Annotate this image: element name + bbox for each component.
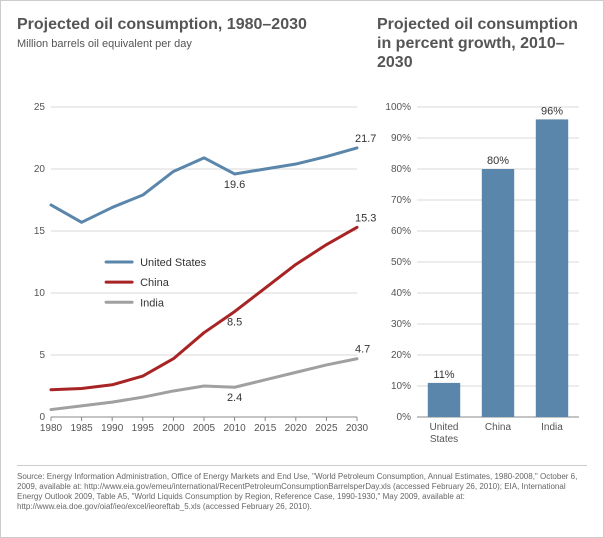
series-callout: 4.7 — [355, 343, 370, 355]
legend-label: India — [140, 297, 165, 309]
left-xtick-label: 1990 — [101, 423, 124, 434]
series-callout: 15.3 — [355, 212, 376, 224]
left-ytick-label: 5 — [39, 350, 45, 361]
series-line-china — [51, 227, 357, 389]
bar-china — [482, 169, 514, 417]
right-ytick-label: 60% — [391, 226, 411, 237]
right-ytick-label: 50% — [391, 257, 411, 268]
right-title-block: Projected oil consumption in percent gro… — [377, 15, 587, 73]
charts-area: 0510152025198019851990199520002005201020… — [17, 79, 587, 459]
series-callout: 2.4 — [227, 392, 242, 404]
bar-category-label: India — [541, 422, 563, 433]
series-callout: 8.5 — [227, 316, 242, 328]
bar-category-label: China — [485, 422, 512, 433]
bar-value-label: 96% — [541, 105, 563, 117]
left-chart-subtitle: Million barrels oil equivalent per day — [17, 38, 347, 50]
charts-svg: 0510152025198019851990199520002005201020… — [17, 79, 589, 459]
left-xtick-label: 2030 — [346, 423, 369, 434]
left-ytick-label: 25 — [34, 102, 46, 113]
left-xtick-label: 2005 — [193, 423, 216, 434]
bar-value-label: 11% — [433, 368, 454, 380]
left-chart-title: Projected oil consumption, 1980–2030 — [17, 15, 347, 34]
titles-row: Projected oil consumption, 1980–2030 Mil… — [17, 15, 587, 73]
right-ytick-label: 80% — [391, 164, 411, 175]
series-line-india — [51, 358, 357, 409]
legend-label: China — [140, 277, 170, 289]
series-callout: 19.6 — [224, 179, 245, 191]
left-ytick-label: 0 — [39, 412, 45, 423]
series-line-united-states — [51, 147, 357, 221]
left-title-block: Projected oil consumption, 1980–2030 Mil… — [17, 15, 347, 73]
left-xtick-label: 2015 — [254, 423, 277, 434]
bar-value-label: 80% — [487, 155, 509, 167]
left-xtick-label: 1985 — [70, 423, 93, 434]
left-xtick-label: 1995 — [132, 423, 155, 434]
left-xtick-label: 2020 — [285, 423, 308, 434]
left-xtick-label: 1980 — [40, 423, 63, 434]
right-ytick-label: 70% — [391, 195, 411, 206]
right-ytick-label: 30% — [391, 319, 411, 330]
right-chart-title: Projected oil consumption in percent gro… — [377, 15, 587, 73]
figure-wrap: Projected oil consumption, 1980–2030 Mil… — [0, 0, 604, 538]
right-ytick-label: 100% — [385, 102, 411, 113]
right-ytick-label: 90% — [391, 133, 411, 144]
left-xtick-label: 2000 — [162, 423, 185, 434]
right-ytick-label: 40% — [391, 288, 411, 299]
bar-category-label: United — [430, 422, 459, 433]
legend-label: United States — [140, 257, 207, 269]
right-ytick-label: 0% — [397, 412, 412, 423]
left-xtick-label: 2010 — [223, 423, 246, 434]
right-ytick-label: 20% — [391, 350, 411, 361]
left-ytick-label: 10 — [34, 288, 46, 299]
left-ytick-label: 15 — [34, 226, 46, 237]
bar-india — [536, 119, 568, 417]
left-ytick-label: 20 — [34, 164, 46, 175]
series-callout: 21.7 — [355, 132, 376, 144]
source-text: Source: Energy Information Administratio… — [17, 465, 587, 512]
bar-category-label: States — [430, 434, 458, 445]
left-xtick-label: 2025 — [315, 423, 338, 434]
bar-united-states — [428, 382, 460, 416]
right-ytick-label: 10% — [391, 381, 411, 392]
